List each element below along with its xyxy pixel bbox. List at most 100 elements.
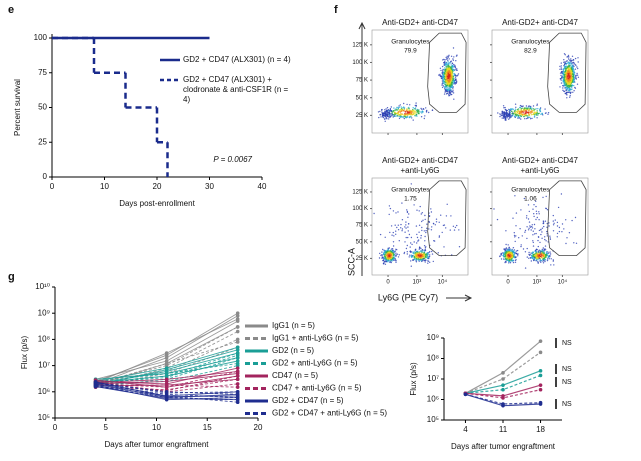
event-dot [409,111,412,113]
event-dot [500,258,503,260]
event-dot [496,218,499,221]
gate [427,180,467,257]
data-point [538,350,543,355]
event-dot [428,215,431,218]
event-dot [424,235,426,238]
density-dots [497,53,580,121]
event-dot [571,80,574,83]
event-dot [530,106,532,109]
event-dot [576,74,579,76]
event-dot [385,260,387,262]
event-dot [540,113,542,116]
event-dot [528,251,530,254]
event-dot [448,80,451,83]
event-dot [572,79,575,81]
event-dot [519,106,522,109]
event-dot [570,80,573,83]
event-dot [453,229,456,231]
event-dot [427,260,430,262]
event-dot [544,220,547,222]
event-dot [544,260,546,263]
event-dot [448,70,450,72]
event-dot [441,71,443,74]
event-dot [517,253,519,255]
event-dot [382,262,385,264]
event-dot [415,253,418,255]
event-dot [397,256,400,258]
event-dot [576,72,578,75]
event-dot [397,211,399,213]
event-dot [425,229,427,232]
event-dot [443,75,446,78]
event-dot [397,114,399,117]
event-dot [566,237,568,239]
x-tick-label: 10 [100,182,109,191]
x-tick-label: 0 [53,423,58,432]
event-dot [538,211,540,213]
event-dot [501,112,503,114]
event-dot [417,110,419,113]
event-dot [541,253,543,255]
event-dot [415,111,417,114]
event-dot [562,89,564,92]
event-dot [539,241,541,244]
event-dot [566,81,568,83]
event-dot [420,107,422,110]
event-dot [386,115,389,117]
legend-label: IgG1 + anti-Ly6G (n = 5) [272,334,359,343]
event-dot [573,242,575,244]
event-dot [530,105,532,108]
event-dot [455,60,457,62]
event-dot [449,85,451,87]
event-dot [379,110,381,113]
event-dot [400,114,402,116]
event-dot [450,55,453,57]
event-dot [554,219,556,221]
axis-arrow [358,21,366,276]
event-dot [406,210,409,213]
density-dots [373,183,461,267]
event-dot [384,259,387,261]
event-dot [431,226,433,228]
data-point [235,337,240,342]
event-dot [447,83,449,85]
event-dot [435,218,438,220]
event-dot [571,219,573,222]
event-dot [407,114,409,117]
event-dot [546,259,549,262]
event-dot [390,248,393,250]
gate-label: Granulocytes [511,39,550,46]
x-tick-label: 40 [258,182,267,191]
event-dot [392,116,394,118]
event-dot [565,83,567,86]
event-dot [565,77,568,79]
data-point [538,383,543,387]
event-dot [414,251,416,254]
event-dot [565,65,567,67]
event-dot [519,104,522,107]
event-dot [407,113,409,115]
event-dot [392,231,394,234]
event-dot [502,117,505,119]
event-dot [420,253,422,256]
event-dot [533,223,536,226]
event-dot [415,256,417,259]
event-dot [563,61,565,63]
event-dot [448,58,450,60]
event-dot [574,216,577,219]
event-dot [397,106,399,109]
event-dot [390,256,392,259]
event-dot [552,259,554,261]
y-tick-label: 25 K [356,113,368,119]
event-dot [438,74,440,76]
event-dot [398,110,400,113]
event-dot [537,254,539,256]
event-dot [536,252,539,255]
event-dot [444,79,447,81]
event-dot [528,221,531,223]
event-dot [445,67,448,69]
event-dot [546,258,549,260]
data-point [538,387,543,392]
event-dot [403,114,405,117]
event-dot [407,223,410,225]
